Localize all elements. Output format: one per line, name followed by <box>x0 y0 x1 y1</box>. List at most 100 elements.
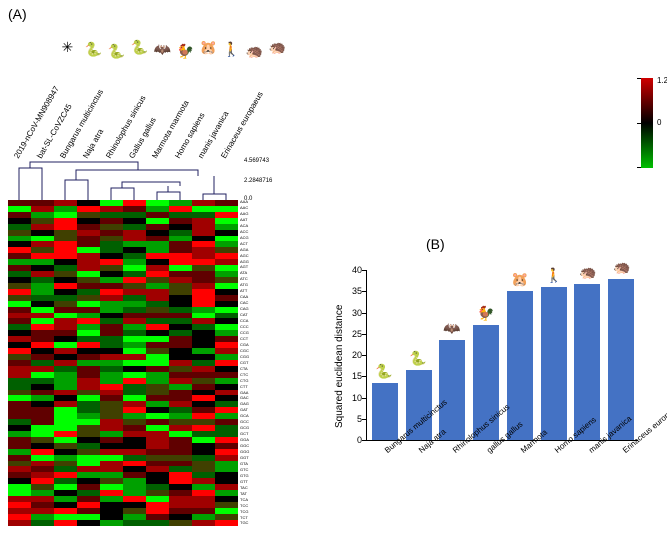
heatmap-row-label: ATC <box>240 277 270 281</box>
heatmap-row-label: CAT <box>240 313 270 317</box>
panel-b-barchart: 0510152025303540 Squared euclidean dista… <box>330 260 650 530</box>
heatmap-row-label: GCT <box>240 432 270 436</box>
heatmap-row-label: CTT <box>240 385 270 389</box>
heatmap-row-label: GAC <box>240 396 270 400</box>
y-tick-label: 20 <box>344 350 362 360</box>
species-icon: 🐓 <box>477 305 494 322</box>
heatmap-row-label: GCG <box>240 426 270 430</box>
species-icon: 🐍 <box>375 363 392 380</box>
heatmap-row-label: CCC <box>240 325 270 329</box>
y-tick-label: 10 <box>344 393 362 403</box>
heatmap-row-label: GGA <box>240 438 270 442</box>
heatmap-row-label: GAA <box>240 391 270 395</box>
heatmap-row-label: TCT <box>240 516 270 520</box>
y-tick-label: 35 <box>344 286 362 296</box>
dendrogram <box>8 160 238 200</box>
bar <box>372 383 398 440</box>
bar <box>541 287 567 440</box>
heatmap-row-label: TCA <box>240 498 270 502</box>
heatmap-row-label: CAC <box>240 301 270 305</box>
heatmap-col-label: Erinaceus europaeus <box>219 90 265 160</box>
heatmap-row-label: AGA <box>240 248 270 252</box>
heatmap-row-label: GGC <box>240 444 270 448</box>
heatmap-row-label: GAG <box>240 402 270 406</box>
y-tick-label: 30 <box>344 308 362 318</box>
bar <box>507 291 533 440</box>
y-tick <box>362 334 366 335</box>
heatmap-row-label: GCA <box>240 414 270 418</box>
heatmap-row-label: GTG <box>240 474 270 478</box>
heatmap-row-label: CAG <box>240 307 270 311</box>
heatmap-row-label: GTA <box>240 462 270 466</box>
color-key-gradient <box>641 78 653 168</box>
heatmap-row-label: CGA <box>240 343 270 347</box>
heatmap-cell <box>146 520 169 526</box>
dendrogram-scale: 4.569743 2.2848716 0.0 <box>244 160 284 200</box>
panel-b-label: (B) <box>426 236 445 252</box>
species-icon: 🐹 <box>511 271 528 288</box>
y-tick-label: 40 <box>344 265 362 275</box>
y-tick-label: 15 <box>344 371 362 381</box>
y-axis-label: Squared euclidean distance <box>334 305 345 428</box>
y-tick <box>362 313 366 314</box>
heatmap-cell <box>31 520 54 526</box>
y-tick <box>362 419 366 420</box>
species-icon: 🐍 <box>131 40 148 54</box>
panel-a: 2019-nCoV-MN908947bat-SL-CoVZC45Bungarus… <box>8 30 288 530</box>
species-icon: 🐍 <box>409 350 426 367</box>
heatmap-row-label: TCG <box>240 510 270 514</box>
y-tick <box>362 270 366 271</box>
heatmap-cell <box>169 520 192 526</box>
species-icon: 🐍 <box>108 44 125 58</box>
y-axis <box>366 270 367 440</box>
species-icon: 🐹 <box>200 40 217 54</box>
species-icon: 🐍 <box>85 42 102 56</box>
species-icon: 🐓 <box>177 44 194 58</box>
heatmap-cell <box>8 520 31 526</box>
y-tick <box>362 398 366 399</box>
colorkey-max: 1.29 <box>657 76 667 85</box>
heatmap-row-label: TGC <box>240 521 270 525</box>
heatmap-col-label: Naja atra <box>81 127 105 160</box>
species-icon: 🦔 <box>579 264 596 281</box>
heatmap-row-label: AAA <box>240 200 270 204</box>
heatmap-row-label: GGG <box>240 450 270 454</box>
heatmap-row-label: CTG <box>240 379 270 383</box>
heatmap-cell <box>215 520 238 526</box>
species-icon: ✳ <box>62 40 74 54</box>
panel-a-label: (A) <box>8 6 27 22</box>
dendro-scale-max: 4.569743 <box>244 158 269 164</box>
y-tick <box>362 355 366 356</box>
heatmap-row <box>8 520 238 526</box>
heatmap-row-label: ATT <box>240 289 270 293</box>
heatmap-row-labels: AAAAACAAGAATACAACCACGACTAGAAGCAGGAGTATAA… <box>240 200 270 526</box>
y-tick <box>362 291 366 292</box>
heatmap-cell <box>100 520 123 526</box>
heatmap-row-label: AGT <box>240 265 270 269</box>
heatmap-row-label: ATA <box>240 271 270 275</box>
heatmap-row-label: GTT <box>240 480 270 484</box>
y-tick <box>362 376 366 377</box>
heatmap-row-label: GTC <box>240 468 270 472</box>
heatmap-row-label: ACT <box>240 242 270 246</box>
heatmap-row-label: CCA <box>240 319 270 323</box>
heatmap-row-label: CCT <box>240 337 270 341</box>
species-icon: 🚶 <box>545 267 562 284</box>
x-labels: Bungarus multicinctusNaja atraRhinolophu… <box>368 442 638 522</box>
heatmap-row-label: ACC <box>240 230 270 234</box>
heatmap-row-label: ATG <box>240 283 270 287</box>
bar <box>608 279 634 441</box>
heatmap-cell <box>54 520 77 526</box>
heatmap-row-label: AAT <box>240 218 270 222</box>
species-icon: 🦔 <box>269 40 286 54</box>
heatmap-row-label: ACG <box>240 236 270 240</box>
heatmap-row-label: GCC <box>240 420 270 424</box>
heatmap-row-label: CCG <box>240 331 270 335</box>
heatmap-row-label: ACA <box>240 224 270 228</box>
species-icon: 🚶 <box>223 42 240 56</box>
heatmap-row-label: CGC <box>240 349 270 353</box>
heatmap-row-label: AAG <box>240 212 270 216</box>
y-tick-label: 0 <box>344 435 362 445</box>
heatmap-row-label: TAT <box>240 492 270 496</box>
y-tick <box>362 440 366 441</box>
